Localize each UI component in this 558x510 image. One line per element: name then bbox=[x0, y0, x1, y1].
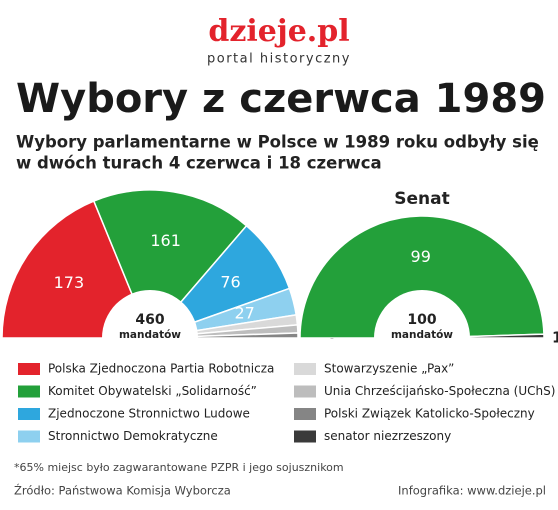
base-cover bbox=[298, 339, 546, 359]
legend-swatch bbox=[18, 408, 40, 420]
subtitle: Wybory parlamentarne w Polsce w 1989 rok… bbox=[16, 133, 539, 152]
total-label: mandatów bbox=[119, 329, 181, 341]
legend-label: Komitet Obywatelski „Solidarność” bbox=[48, 384, 257, 398]
legend-label: Stowarzyszenie „Pax” bbox=[324, 362, 454, 376]
slice bbox=[299, 215, 545, 339]
total: 100 bbox=[407, 312, 436, 328]
legend-label: senator niezrzeszony bbox=[324, 429, 451, 443]
legend-label: Unia Chrześcijańsko-Społeczna (UChS) bbox=[324, 384, 555, 398]
tagline: portal historyczny bbox=[207, 52, 351, 67]
footnote: *65% miejsc było zagwarantowane PZPR i j… bbox=[14, 461, 344, 474]
center-disc bbox=[102, 290, 198, 386]
legend-swatch bbox=[18, 385, 40, 398]
slice bbox=[1, 200, 152, 339]
slice bbox=[92, 189, 248, 340]
center-disc bbox=[374, 290, 470, 386]
credit: Infografika: www.dzieje.pl bbox=[398, 484, 546, 498]
legend-label: Stronnictwo Demokratyczne bbox=[48, 429, 218, 443]
legend-label: Polski Związek Katolicko-Społeczny bbox=[324, 407, 535, 421]
legend-label: Zjednoczone Stronnictwo Ludowe bbox=[48, 407, 250, 421]
title: Wybory z czerwca 1989 bbox=[16, 76, 546, 122]
data-label: 76 bbox=[220, 272, 240, 291]
source: Źródło: Państwowa Komisja Wyborcza bbox=[14, 483, 231, 498]
total-label: mandatów bbox=[391, 329, 453, 341]
total: 460 bbox=[135, 312, 164, 328]
legend-swatch bbox=[294, 408, 316, 420]
legend-swatch bbox=[18, 430, 40, 443]
legend-swatch bbox=[18, 363, 40, 375]
logo: dzieje.pl bbox=[208, 14, 349, 49]
base-cover bbox=[0, 339, 300, 359]
legend-label: Polska Zjednoczona Partia Robotnicza bbox=[48, 362, 274, 376]
chart-title: Senat bbox=[394, 189, 449, 209]
subtitle: w dwóch turach 4 czerwca i 18 czerwca bbox=[16, 154, 382, 173]
data-label: 27 bbox=[234, 303, 254, 322]
legend-swatch bbox=[294, 385, 316, 398]
data-label: 173 bbox=[54, 273, 85, 292]
legend-swatch bbox=[294, 363, 316, 375]
data-label: 99 bbox=[411, 247, 431, 266]
legend-swatch bbox=[294, 430, 316, 443]
data-label: 161 bbox=[150, 231, 181, 250]
data-label: 1 bbox=[552, 329, 558, 347]
